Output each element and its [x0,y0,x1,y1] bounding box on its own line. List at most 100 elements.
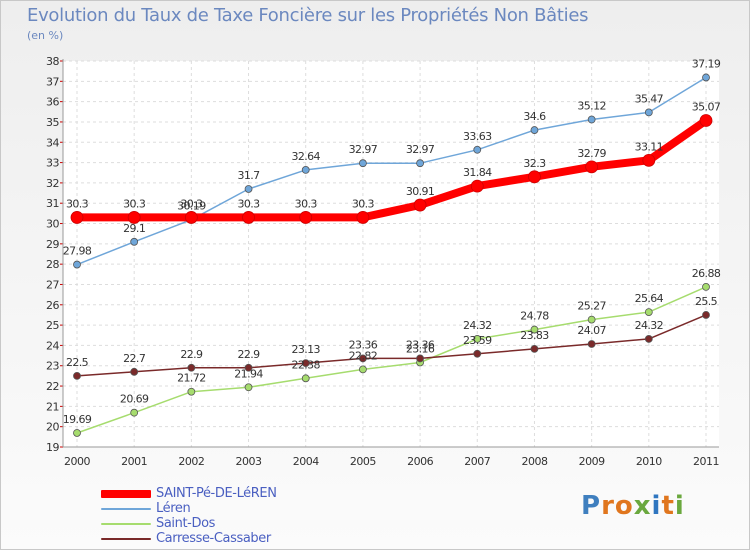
data-point [587,340,596,348]
x-tick-label: 2002 [178,455,204,468]
data-label: 30.3 [295,197,318,210]
data-label: 30.3 [352,197,375,210]
data-label: 25.64 [635,292,664,305]
x-tick-label: 2004 [293,455,319,468]
data-label: 35.47 [635,92,664,105]
data-point [130,367,139,376]
data-label: 30.3 [237,197,260,210]
data-point [301,359,310,367]
legend-item-saint-dos[interactable]: Saint-Dos [101,516,277,531]
legend-label: Léren [156,501,191,516]
data-label: 22.9 [237,348,260,361]
data-point [585,160,599,174]
data-label: 30.3 [123,197,146,210]
data-labels: 30.3 30.3 30.3 30.3 30.3 30.3 30.91 31.84 32.3 32… [63,57,722,426]
legend-swatch-saint-pe-de-leren [101,489,151,498]
data-label: 22.7 [123,352,146,365]
y-tick-label: 37 [46,75,59,88]
data-point [470,179,484,193]
data-label: 33.63 [463,130,492,143]
data-point [187,363,196,372]
data-point [187,387,196,396]
data-label: 30.91 [406,185,435,198]
plot-area [63,61,719,447]
data-point [244,383,253,392]
series-line-2 [76,286,707,434]
data-point [73,371,81,380]
data-point [644,108,653,117]
logo-letter: r [601,491,615,521]
y-tick-label: 30 [46,218,59,231]
data-point [528,170,541,184]
legend-item-saint-pe-de-leren[interactable]: SAINT-Pé-DE-LéREN [101,486,277,501]
y-tick-labels: 19 20 21 22 23 24 25 26 27 28 29 30 31 32 33 34 35 36 37 38 [46,55,60,454]
data-point [299,211,313,224]
logo-letter: x [633,491,652,521]
data-label: 23.13 [291,343,320,356]
x-tick-label: 2006 [407,455,433,468]
y-tick-label: 24 [46,339,59,352]
y-tick-label: 26 [46,299,59,312]
data-label: 32.97 [406,143,435,156]
data-label: 27.98 [63,245,92,258]
data-point [587,315,596,324]
data-label: 21.94 [234,367,263,380]
data-label: 24.78 [520,310,549,323]
data-label: 23.36 [406,338,435,351]
data-point [530,325,539,334]
data-point [244,185,253,193]
x-tick-label: 2007 [464,455,490,468]
axes [60,59,719,448]
data-point [130,237,139,246]
series-lines [70,73,713,437]
data-label: 23.59 [463,334,492,347]
data-label: 26.88 [692,267,721,280]
data-point [301,374,310,383]
data-label: 23.36 [349,338,378,351]
y-tick-label: 19 [46,441,59,454]
y-tick-label: 35 [46,116,59,129]
data-point [184,211,198,224]
logo-letter: i [674,491,685,521]
data-point [642,153,656,167]
data-point [359,365,367,374]
data-point [70,211,84,224]
proxiti-logo: Proxiti [581,491,685,521]
data-point [702,73,710,82]
legend-swatch-saint-dos [101,522,151,525]
data-label: 33.11 [635,140,664,153]
series-line-1 [76,76,707,266]
data-label: 22.9 [180,348,203,361]
x-tick-labels: 2000 2001 2002 2003 2004 2005 2006 2007 2008 2009… [64,455,720,468]
data-label: 30.19 [177,200,206,213]
y-tick-label: 27 [46,278,59,291]
data-point [242,211,255,224]
chart-title: Evolution du Taux de Taxe Foncière sur l… [27,5,589,26]
logo-letter: t [661,491,675,521]
legend-item-leren[interactable]: Léren [101,501,277,516]
y-tick-label: 20 [46,421,59,434]
data-point [530,344,539,353]
logo-letter: i [651,491,662,521]
data-label: 35.12 [577,100,606,113]
data-label: 37.19 [692,57,721,70]
data-label: 22.5 [66,356,89,369]
data-point [359,159,367,168]
data-point [127,211,141,224]
data-point [473,335,482,343]
data-label: 24.07 [577,324,606,337]
data-point [530,126,539,134]
data-point [244,363,253,372]
data-label: 20.69 [120,393,149,406]
data-label: 30.3 [66,197,89,210]
data-label: 32.3 [523,157,546,170]
y-tick-label: 36 [46,96,59,109]
data-point [587,115,596,124]
legend-item-carresse-cassaber[interactable]: Carresse-Cassaber [101,531,277,546]
logo-letter: P [581,491,602,521]
data-label: 29.1 [123,222,145,235]
series-line-3 [76,314,707,377]
y-tick-label: 22 [46,380,59,393]
